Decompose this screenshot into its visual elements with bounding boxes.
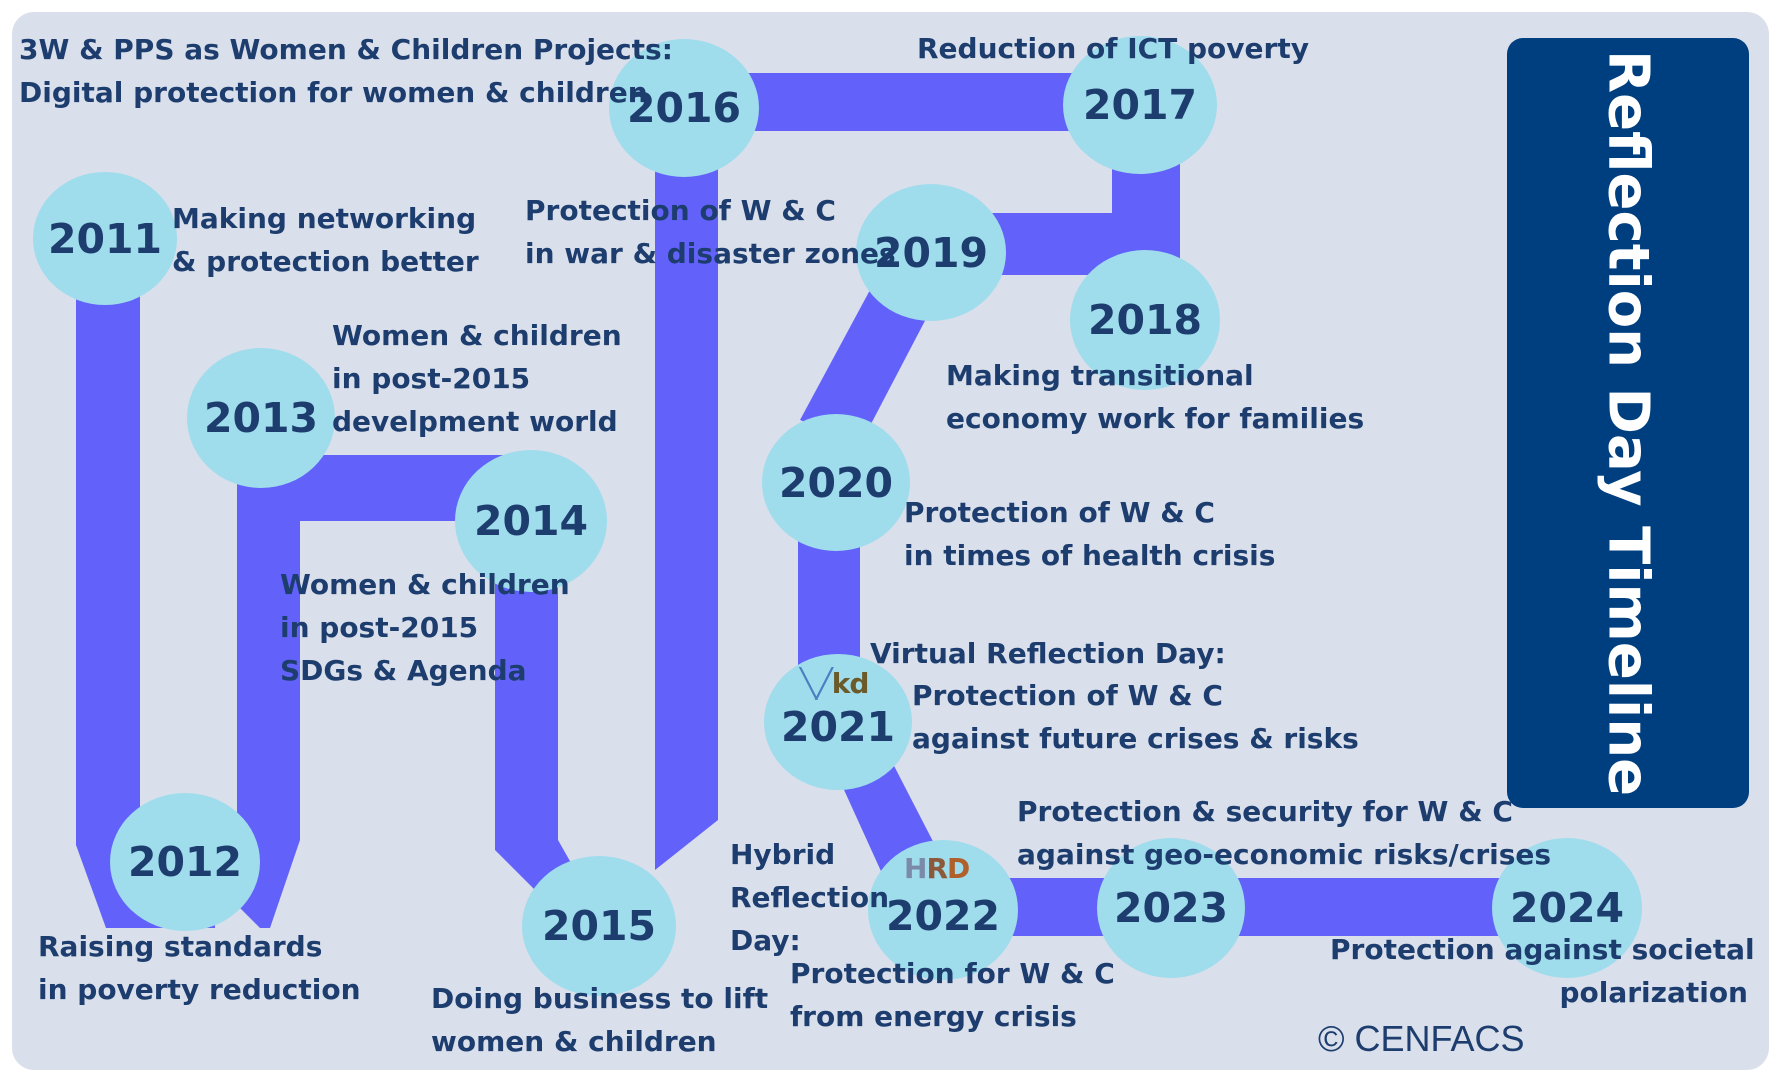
label-2014: Women & children in post-2015 SDGs & Age… (280, 568, 570, 687)
year-2015: 2015 (541, 902, 657, 950)
label-2021: Protection of W & C against future crise… (912, 679, 1359, 755)
year-2017: 2017 (1082, 81, 1198, 129)
label-2015: Doing business to lift women & children (431, 982, 769, 1058)
label-2012: Raising standards in poverty reduction (38, 930, 361, 1006)
label-2018: Making transitional economy work for fam… (946, 359, 1365, 435)
label-2023: Protection & security for W & C against … (1017, 795, 1552, 871)
year-2021: 2021 (780, 703, 896, 751)
path-segment-2022-2024 (1000, 878, 1560, 936)
label-2017: Reduction of ICT poverty (917, 32, 1309, 65)
page-title: Reflection Day Timeline (1595, 49, 1661, 797)
label-2024: Protection against societal polarization (1330, 933, 1755, 1009)
year-node-2021: 2021 (764, 654, 912, 790)
year-node-2012: 2012 (110, 793, 260, 931)
year-node-2019: 2019 (856, 184, 1006, 321)
year-node-2018: 2018 (1070, 250, 1220, 390)
year-2020: 2020 (778, 458, 894, 507)
path-segment-2014-2015 (495, 560, 575, 900)
year-node-2022: 2022 (868, 840, 1018, 980)
label-2016: 3W & PPS as Women & Children Projects: D… (19, 33, 673, 109)
year-2016: 2016 (626, 84, 742, 132)
year-2013: 2013 (203, 394, 319, 442)
year-node-2017: 2017 (1063, 36, 1217, 174)
year-2024: 2024 (1509, 884, 1625, 932)
path-segment-2011-2012 (76, 240, 215, 928)
year-node-2013: 2013 (187, 348, 335, 488)
year-node-2016: 2016 (609, 39, 759, 177)
label-2013: Women & children in post-2015 develpment… (332, 319, 622, 438)
year-2014: 2014 (473, 497, 589, 545)
hrd-logo-icon: HRD (904, 852, 970, 885)
label-2022: Protection for W & C from energy crisis (790, 957, 1115, 1033)
year-2018: 2018 (1087, 296, 1203, 344)
path-segment-2019-2020 (800, 290, 928, 445)
year-node-2015: 2015 (522, 856, 676, 996)
path-segment-2012-2013 (237, 475, 300, 928)
path-segment-2016-2017 (700, 73, 1090, 131)
year-2023: 2023 (1113, 884, 1229, 932)
title-box (1507, 38, 1749, 808)
label-2020: Protection of W & C in times of health c… (904, 496, 1276, 572)
year-2022: 2022 (885, 892, 1001, 940)
year-node-2014: 2014 (455, 450, 607, 592)
copyright-notice: © CENFACS (1318, 1018, 1525, 1059)
year-node-2020: 2020 (762, 414, 910, 551)
year-2019: 2019 (873, 228, 989, 277)
label-2022-heading: Hybrid Reflection Day: (730, 838, 890, 957)
year-2011: 2011 (47, 214, 163, 263)
path-segment-2015-2016 (655, 150, 718, 870)
label-2021-heading: Virtual Reflection Day: (870, 637, 1226, 670)
year-node-2024: 2024 (1492, 838, 1642, 978)
year-node-2011: 2011 (33, 172, 177, 305)
year-2012: 2012 (127, 838, 243, 886)
vrd-logo-icon: ╲╱kd (800, 667, 869, 700)
label-2019: Protection of W & C in war & disaster zo… (525, 194, 896, 270)
year-node-2023: 2023 (1097, 838, 1245, 978)
label-2011: Making networking & protection better (172, 202, 479, 278)
